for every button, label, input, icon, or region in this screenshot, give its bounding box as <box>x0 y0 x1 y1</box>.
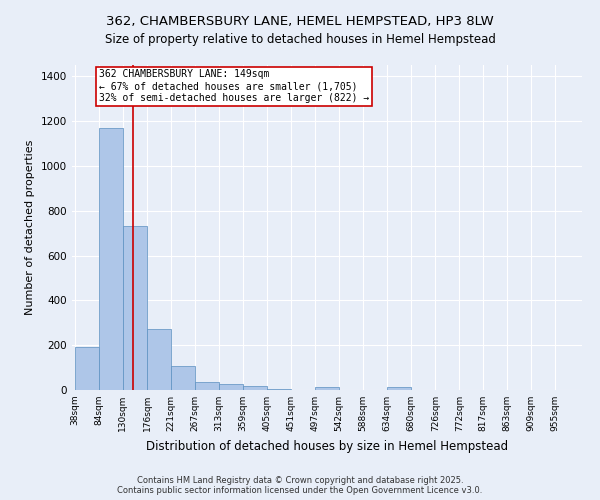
Bar <box>170 366 194 390</box>
Bar <box>99 128 123 390</box>
X-axis label: Distribution of detached houses by size in Hemel Hempstead: Distribution of detached houses by size … <box>146 440 508 452</box>
Bar <box>243 386 267 390</box>
Text: 362 CHAMBERSBURY LANE: 149sqm
← 67% of detached houses are smaller (1,705)
32% o: 362 CHAMBERSBURY LANE: 149sqm ← 67% of d… <box>99 70 369 102</box>
Bar <box>194 382 219 390</box>
Bar <box>147 330 171 390</box>
Bar <box>315 387 340 390</box>
Text: Contains HM Land Registry data © Crown copyright and database right 2025.
Contai: Contains HM Land Registry data © Crown c… <box>118 476 482 495</box>
Bar <box>387 388 411 390</box>
Bar <box>123 226 147 390</box>
Text: Size of property relative to detached houses in Hemel Hempstead: Size of property relative to detached ho… <box>104 32 496 46</box>
Bar <box>74 346 99 390</box>
Bar <box>267 389 291 390</box>
Y-axis label: Number of detached properties: Number of detached properties <box>25 140 35 315</box>
Text: 362, CHAMBERSBURY LANE, HEMEL HEMPSTEAD, HP3 8LW: 362, CHAMBERSBURY LANE, HEMEL HEMPSTEAD,… <box>106 15 494 28</box>
Bar <box>219 384 243 390</box>
